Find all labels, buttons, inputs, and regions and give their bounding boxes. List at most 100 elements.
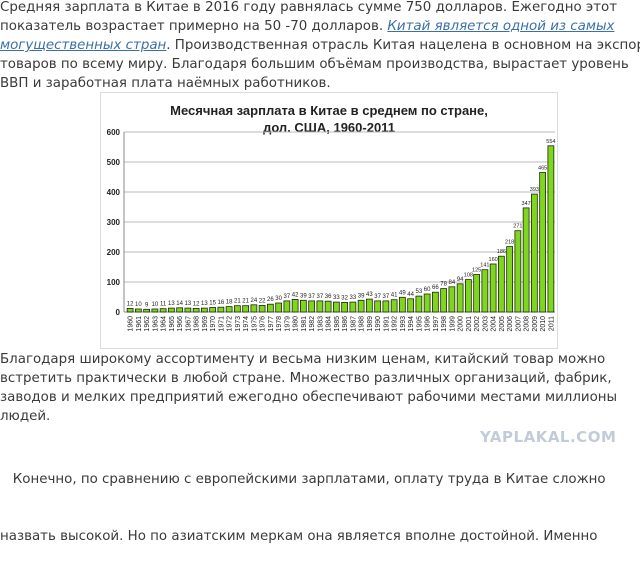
x-tick-label: 1999 [449, 316, 456, 332]
x-tick-label: 1960 [128, 316, 135, 332]
bar-1965 [168, 307, 175, 313]
bar-1983 [316, 300, 324, 313]
text-line: людей. [0, 409, 51, 424]
data-label: 37 [317, 294, 324, 300]
x-tick-label: 1972 [227, 316, 234, 332]
y-tick-label: 500 [107, 158, 121, 167]
bar-1964 [159, 308, 167, 313]
bar-1989 [366, 298, 373, 313]
x-tick-label: 2007 [515, 316, 522, 332]
bar-1984 [324, 300, 332, 313]
bar-1986 [341, 301, 348, 313]
x-tick-label: 1975 [251, 316, 258, 332]
data-label: 43 [366, 292, 373, 298]
x-tick-label: 1974 [243, 316, 250, 332]
x-tick-label: 1998 [441, 316, 448, 332]
bar-1998 [440, 288, 447, 313]
x-tick-label: 2001 [466, 316, 473, 332]
data-label: 13 [185, 301, 192, 307]
data-label: 21 [234, 299, 241, 305]
china-powerful-countries-link[interactable]: Китай является одной из самых [387, 19, 615, 34]
bar-1999 [448, 286, 456, 313]
bar-1962 [143, 308, 150, 313]
data-label: 22 [259, 298, 266, 304]
data-label: 108 [464, 273, 473, 279]
data-label: 94 [457, 277, 464, 283]
x-tick-label: 1976 [260, 316, 267, 332]
watermark-logo: YAPLAKAL.COM [480, 428, 617, 446]
x-tick-label: 1968 [194, 316, 201, 332]
chart-title-line1: Месячная зарплата в Китае в среднем по с… [170, 103, 488, 118]
x-tick-label: 1989 [367, 316, 374, 332]
data-label: 554 [546, 139, 555, 145]
text-span: показатель возрастает примерно на 50 -70… [0, 19, 388, 34]
x-tick-label: 2003 [482, 316, 489, 332]
data-label: 66 [432, 285, 439, 291]
x-tick-label: 1967 [185, 316, 192, 332]
x-tick-label: 1984 [326, 316, 333, 332]
bar-1978 [275, 302, 282, 313]
bar-1976 [258, 304, 266, 313]
bar-2003 [481, 269, 489, 313]
text-line: Средняя зарплата в Китае в 2016 году рав… [0, 0, 618, 15]
bar-1995 [415, 295, 423, 313]
data-label: 13 [201, 301, 208, 307]
text-line: Благодаря широкому ассортименту и весьма… [0, 352, 606, 367]
y-tick-label: 0 [116, 308, 121, 317]
data-label: 37 [308, 294, 315, 300]
x-tick-label: 1970 [210, 316, 217, 332]
text-line: встретить практически в любой стране. Мн… [0, 371, 612, 386]
paragraph-comparison: Конечно, по сравнению с европейскими зар… [0, 432, 640, 565]
bar-1970 [209, 307, 216, 313]
bar-2009 [531, 193, 538, 313]
bar-2008 [522, 207, 530, 313]
x-tick-label: 1991 [383, 316, 390, 332]
x-tick-label: 2008 [524, 316, 531, 332]
data-label: 78 [440, 282, 447, 288]
x-tick-label: 1983 [317, 316, 324, 332]
data-label: 347 [522, 201, 531, 207]
data-label: 33 [333, 295, 340, 301]
data-label: 13 [168, 301, 175, 307]
paragraph-intro: Средняя зарплата в Китае в 2016 году рав… [0, 0, 640, 93]
bar-1987 [349, 301, 357, 313]
text-line: товаров по всему миру. Благодаря большим… [0, 57, 629, 72]
x-tick-label: 1997 [433, 316, 440, 332]
x-tick-label: 2010 [540, 316, 547, 332]
bar-1967 [184, 307, 192, 313]
x-tick-label: 2006 [507, 316, 514, 332]
x-tick-label: 1978 [276, 316, 283, 332]
y-tick-label: 300 [107, 218, 121, 227]
x-tick-label: 1982 [309, 316, 316, 332]
bar-1975 [250, 304, 258, 313]
data-label: 10 [152, 302, 159, 308]
x-tick-label: 1996 [425, 316, 432, 332]
x-tick-label: 1961 [136, 316, 143, 332]
bar-1990 [374, 300, 381, 313]
bar-2005 [498, 255, 505, 313]
data-label: 21 [242, 299, 249, 305]
data-label: 32 [341, 295, 348, 301]
bar-1992 [390, 299, 398, 313]
y-tick-label: 200 [107, 248, 121, 257]
x-tick-label: 1990 [375, 316, 382, 332]
x-tick-label: 1964 [161, 316, 168, 332]
bar-1977 [267, 303, 274, 313]
bar-2011 [547, 145, 555, 313]
bar-2006 [506, 246, 513, 313]
bar-1973 [234, 305, 241, 313]
data-label: 30 [275, 296, 282, 302]
data-label: 18 [226, 300, 233, 306]
x-tick-label: 1965 [169, 316, 176, 332]
text-span: . Производственная отрасль Китая нацелен… [166, 38, 640, 53]
bar-1974 [242, 305, 249, 313]
x-tick-label: 1987 [350, 316, 357, 332]
x-tick-label: 1988 [359, 316, 366, 332]
x-tick-label: 2011 [548, 316, 555, 331]
x-tick-label: 1992 [392, 316, 399, 332]
china-powerful-countries-link-cont[interactable]: могущественных стран [0, 38, 167, 53]
data-label: 14 [176, 301, 183, 307]
x-tick-label: 1966 [177, 316, 184, 332]
x-tick-label: 1979 [284, 316, 291, 332]
x-tick-label: 2009 [532, 316, 539, 332]
